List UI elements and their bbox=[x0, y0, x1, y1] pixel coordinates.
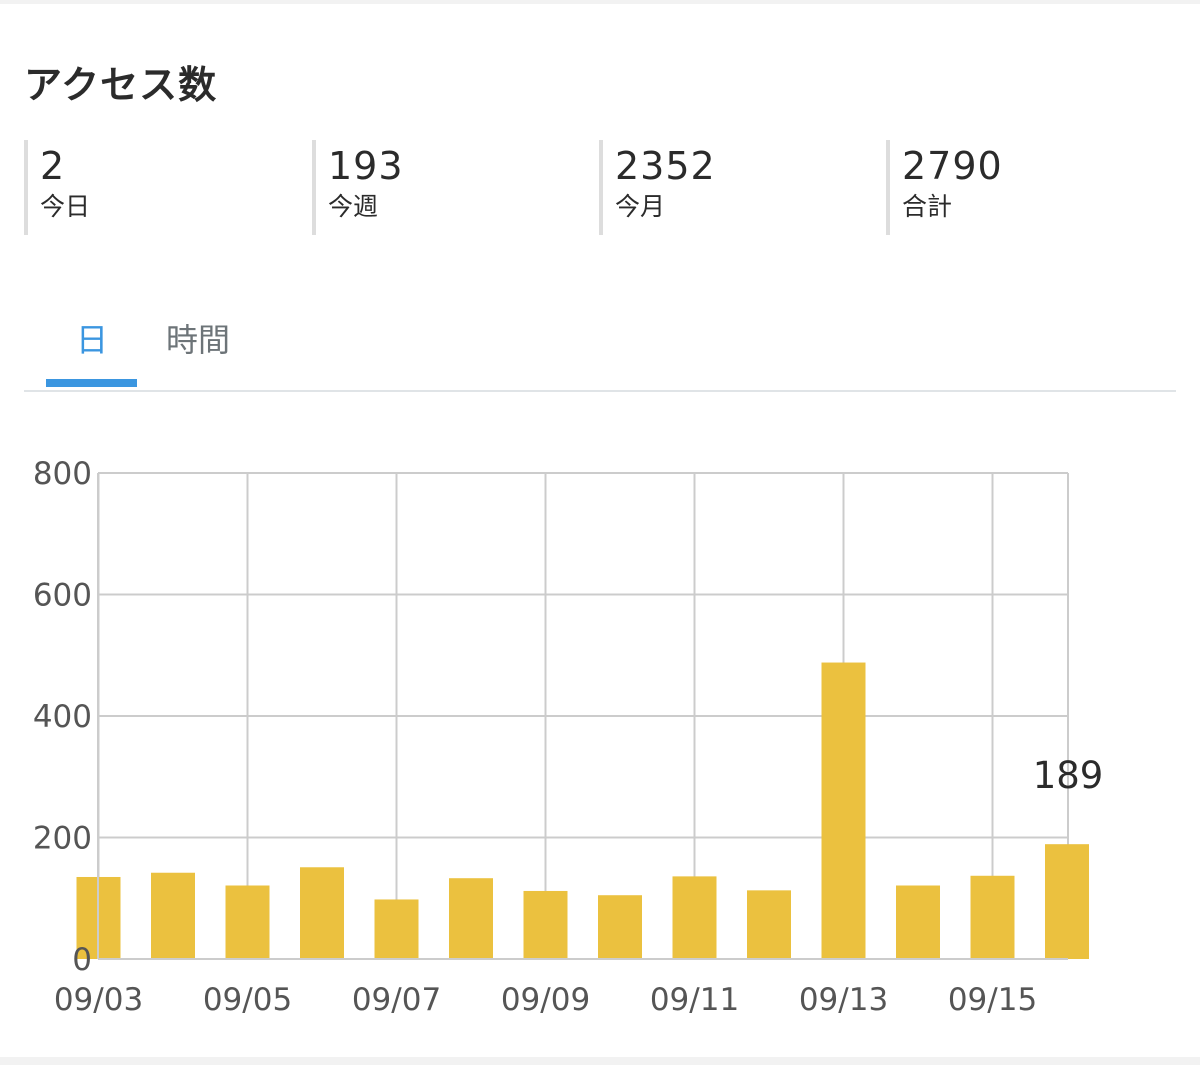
bar-09-11 bbox=[672, 876, 717, 959]
chart-labels: 0 200 400 600 800 09/03 09/05 09/07 09/09 09/11 09… bbox=[33, 456, 1103, 1018]
chart-axes bbox=[97, 473, 1068, 960]
bar-09-16 bbox=[1045, 844, 1089, 959]
x-tick-label: 09/11 bbox=[650, 982, 739, 1018]
x-tick-label: 09/13 bbox=[799, 982, 888, 1018]
y-tick-label: 400 bbox=[33, 699, 92, 735]
stat-week-label: 今週 bbox=[328, 192, 379, 221]
page-title: アクセス数 bbox=[24, 63, 218, 107]
bar-09-12 bbox=[747, 890, 791, 959]
stat-total-label: 合計 bbox=[902, 192, 953, 221]
bar-09-06 bbox=[300, 867, 344, 959]
bar-09-14 bbox=[896, 885, 940, 959]
x-tick-label: 09/15 bbox=[948, 982, 1037, 1018]
stat-month-value: 2352 bbox=[615, 144, 716, 188]
tab-active-indicator bbox=[46, 379, 137, 387]
period-tabs: 日 時間 bbox=[24, 300, 1176, 392]
bar-09-13 bbox=[821, 662, 866, 959]
y-tick-label: 600 bbox=[33, 578, 92, 614]
bar-09-04 bbox=[151, 872, 195, 959]
stat-today: 2 今日 bbox=[24, 140, 90, 235]
tab-day[interactable]: 日 bbox=[76, 321, 109, 359]
data-label: 189 bbox=[1033, 754, 1104, 797]
stat-total-value: 2790 bbox=[902, 144, 1003, 188]
stat-week-value: 193 bbox=[328, 144, 404, 188]
stat-month-label: 今月 bbox=[615, 192, 666, 221]
stat-week: 193 今週 bbox=[312, 140, 404, 235]
y-tick-label: 0 bbox=[72, 942, 92, 978]
stat-total: 2790 合計 bbox=[886, 140, 1003, 235]
stat-today-label: 今日 bbox=[40, 192, 91, 221]
stats-row: 2 今日 193 今週 2352 今月 2790 合計 bbox=[24, 140, 1174, 235]
stat-month: 2352 今月 bbox=[599, 140, 716, 235]
x-tick-label: 09/03 bbox=[54, 982, 143, 1018]
bar-09-05 bbox=[225, 885, 270, 959]
x-tick-label: 09/09 bbox=[501, 982, 590, 1018]
bar-09-09 bbox=[523, 890, 568, 959]
stat-today-value: 2 bbox=[40, 144, 66, 188]
bar-09-08 bbox=[449, 878, 493, 959]
bar-09-10 bbox=[598, 895, 642, 959]
x-tick-label: 09/05 bbox=[203, 982, 292, 1018]
y-tick-label: 200 bbox=[33, 821, 92, 857]
x-tick-label: 09/07 bbox=[352, 982, 441, 1018]
bar-09-15 bbox=[970, 875, 1015, 959]
tab-hour[interactable]: 時間 bbox=[166, 321, 231, 359]
y-tick-label: 800 bbox=[33, 456, 92, 492]
bar-09-07 bbox=[374, 899, 419, 959]
chart-bars bbox=[76, 662, 1089, 959]
